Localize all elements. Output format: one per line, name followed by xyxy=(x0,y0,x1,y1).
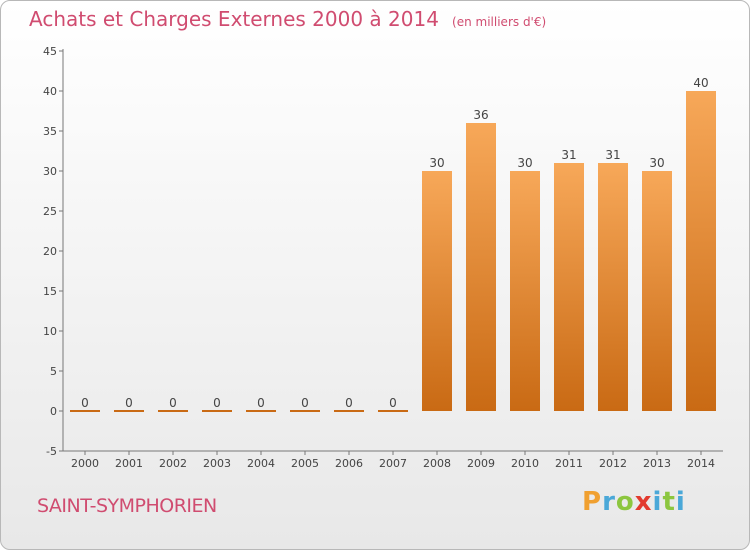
x-tick-label: 2009 xyxy=(467,457,495,470)
x-tick-label: 2012 xyxy=(599,457,627,470)
data-label: 0 xyxy=(301,396,309,410)
chart-title-unit: (en milliers d'€) xyxy=(452,15,547,29)
commune-name: SAINT-SYMPHORIEN xyxy=(37,495,217,517)
data-label: 0 xyxy=(345,396,353,410)
chart-title: Achats et Charges Externes 2000 à 2014 (… xyxy=(29,7,546,31)
data-label: 31 xyxy=(561,148,576,162)
x-tick-label: 2010 xyxy=(511,457,539,470)
data-label: 40 xyxy=(693,76,708,90)
data-label: 0 xyxy=(389,396,397,410)
x-tick-label: 2008 xyxy=(423,457,451,470)
y-tick-label: 45 xyxy=(43,45,57,58)
bar xyxy=(598,163,628,411)
x-tick-label: 2014 xyxy=(687,457,715,470)
x-tick-label: 2005 xyxy=(291,457,319,470)
bar xyxy=(686,91,716,411)
data-label: 30 xyxy=(517,156,532,170)
logo-letter: i xyxy=(652,487,663,517)
x-tick-label: 2013 xyxy=(643,457,671,470)
logo-letter: x xyxy=(634,487,653,517)
data-label: 0 xyxy=(81,396,89,410)
x-tick-label: 2011 xyxy=(555,457,583,470)
x-tick-label: 2004 xyxy=(247,457,275,470)
x-tick-label: 2000 xyxy=(71,457,99,470)
y-tick-label: 15 xyxy=(43,285,57,298)
y-tick-label: 30 xyxy=(43,165,57,178)
logo-letter: t xyxy=(662,487,676,517)
bar xyxy=(642,171,672,411)
bar xyxy=(510,171,540,411)
x-tick-label: 2003 xyxy=(203,457,231,470)
chart-title-main: Achats et Charges Externes 2000 à 2014 xyxy=(29,7,439,31)
data-label: 0 xyxy=(169,396,177,410)
y-tick-label: 0 xyxy=(50,405,57,418)
x-tick-label: 2007 xyxy=(379,457,407,470)
logo-letter: r xyxy=(602,487,616,517)
bar xyxy=(554,163,584,411)
y-tick-label: 35 xyxy=(43,125,57,138)
logo-letter: o xyxy=(615,487,635,517)
logo-letter: P xyxy=(582,487,603,517)
y-tick-label: 5 xyxy=(50,365,57,378)
y-tick-label: 25 xyxy=(43,205,57,218)
y-tick-label: -5 xyxy=(46,445,57,458)
y-tick-label: 20 xyxy=(43,245,57,258)
bar xyxy=(422,171,452,411)
data-label: 36 xyxy=(473,108,488,122)
logo-letter: i xyxy=(675,487,686,517)
x-tick-label: 2006 xyxy=(335,457,363,470)
data-label: 0 xyxy=(213,396,221,410)
bar xyxy=(466,123,496,411)
proxiti-logo: Proxiti xyxy=(582,487,686,517)
data-label: 30 xyxy=(429,156,444,170)
data-label: 0 xyxy=(125,396,133,410)
x-tick-label: 2002 xyxy=(159,457,187,470)
x-tick-label: 2001 xyxy=(115,457,143,470)
data-label: 31 xyxy=(605,148,620,162)
data-label: 0 xyxy=(257,396,265,410)
y-tick-label: 10 xyxy=(43,325,57,338)
y-tick-label: 40 xyxy=(43,85,57,98)
data-label: 30 xyxy=(649,156,664,170)
